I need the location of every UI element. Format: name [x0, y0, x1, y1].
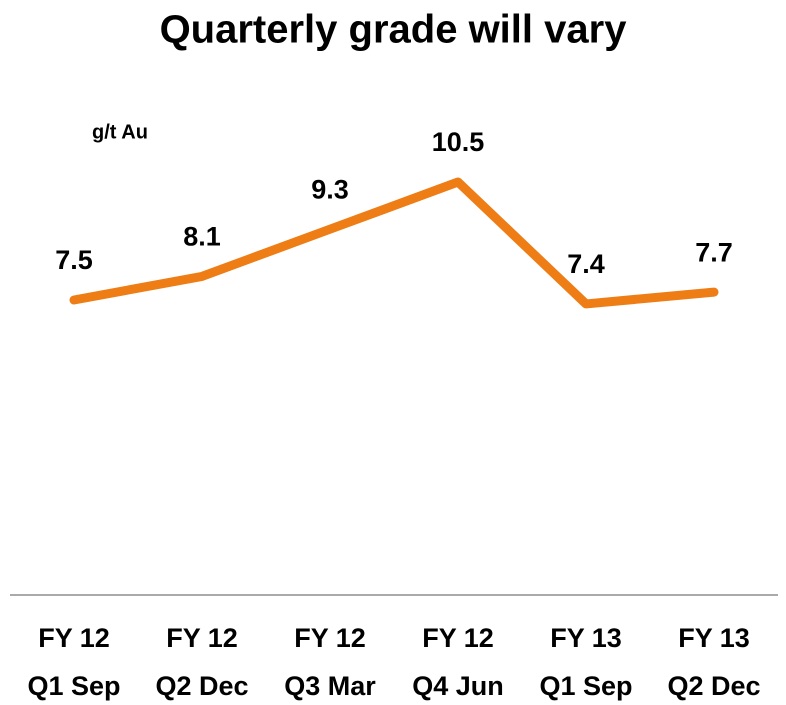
- x-tick-label: Q2 Dec: [667, 671, 760, 701]
- x-tick-label: FY 12: [294, 623, 366, 653]
- x-tick-label: Q1 Sep: [539, 671, 632, 701]
- chart-title: Quarterly grade will vary: [160, 8, 628, 52]
- x-tick-label: Q3 Mar: [284, 671, 376, 701]
- data-label: 9.3: [311, 174, 349, 204]
- x-tick-label: Q2 Dec: [155, 671, 248, 701]
- data-label: 7.4: [567, 249, 605, 279]
- x-tick-label: Q4 Jun: [412, 671, 504, 701]
- x-tick-label: FY 13: [550, 623, 622, 653]
- data-label: 10.5: [432, 127, 485, 157]
- data-label: 8.1: [183, 222, 221, 252]
- y-axis-label: g/t Au: [92, 121, 148, 143]
- data-label: 7.7: [695, 237, 733, 267]
- x-tick-label: Q1 Sep: [27, 671, 120, 701]
- data-label: 7.5: [55, 245, 93, 275]
- x-tick-label: FY 12: [166, 623, 238, 653]
- x-tick-label: FY 12: [422, 623, 494, 653]
- x-tick-label: FY 13: [678, 623, 750, 653]
- x-tick-label: FY 12: [38, 623, 110, 653]
- data-line: [69, 177, 719, 309]
